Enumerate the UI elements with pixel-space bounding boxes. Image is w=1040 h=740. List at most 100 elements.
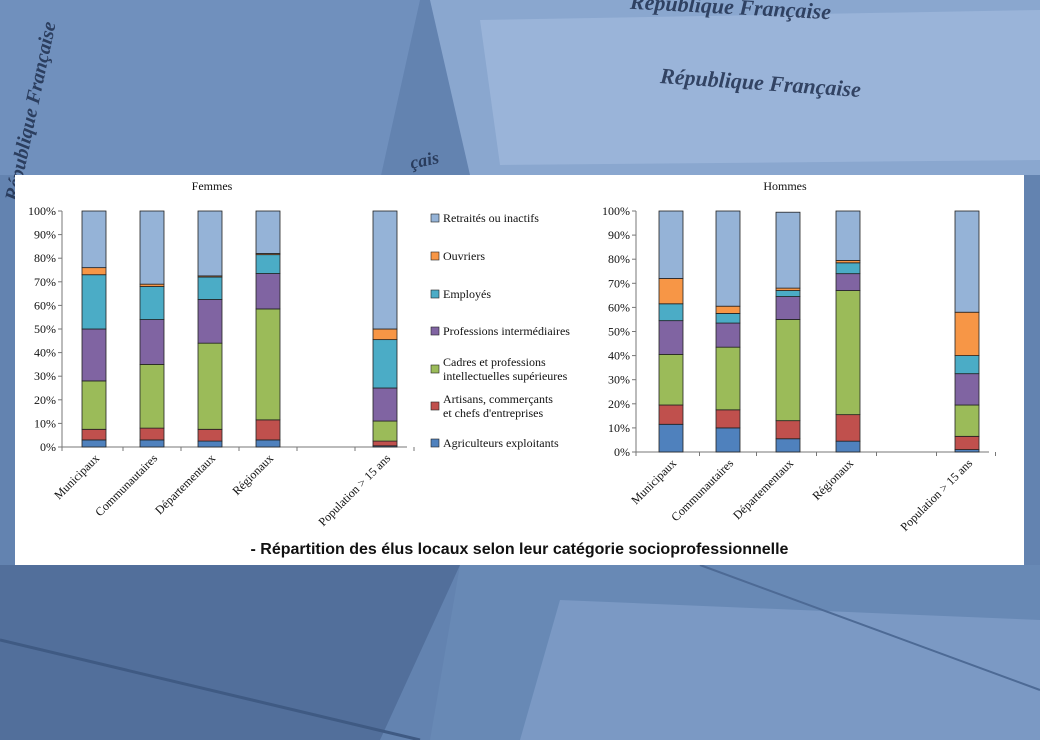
- bar-segment: [139, 210, 165, 285]
- legend-label: Ouvriers: [443, 249, 485, 263]
- bar-segment: [835, 273, 861, 291]
- bar-segment: [715, 210, 741, 307]
- bar-segment: [658, 278, 684, 305]
- legend-label: Retraités ou inactifs: [443, 211, 539, 225]
- y-tick-label: 60%: [34, 298, 56, 312]
- bar-segment: [372, 440, 398, 447]
- y-tick-label: 100%: [602, 204, 630, 218]
- x-tick-label: Départementaux: [152, 451, 218, 517]
- bar-segment: [775, 420, 801, 440]
- bar-segment: [835, 414, 861, 442]
- bar-segment: [954, 311, 980, 357]
- bar-segment: [775, 211, 801, 289]
- y-tick-label: 30%: [34, 369, 56, 383]
- legend-label: Cadres et professions intellectuelles sup…: [443, 355, 568, 383]
- bar-segment: [139, 427, 165, 441]
- chart-femmes: Femmes 0% 10% 20% 30% 40% 50% 60% 70% 80% 90% 100% M…: [28, 179, 570, 529]
- y-tick-label: 30%: [608, 373, 630, 387]
- legend-swatch: [430, 289, 440, 299]
- bar-segment: [954, 404, 980, 437]
- y-tick-label: 10%: [608, 421, 630, 435]
- y-tick-label: 70%: [34, 275, 56, 289]
- bar-segment: [197, 299, 223, 344]
- bar-segment: [81, 439, 107, 448]
- bar-segment: [835, 262, 861, 275]
- bar-segment: [139, 439, 165, 448]
- bar-segment: [81, 274, 107, 330]
- bar-segment: [715, 313, 741, 324]
- y-tick-label: 20%: [608, 397, 630, 411]
- x-tick-label: Municipaux: [628, 456, 679, 507]
- bar-segment: [255, 210, 281, 254]
- bar-segment: [775, 438, 801, 453]
- legend-swatch: [430, 326, 440, 336]
- bar-segment: [658, 210, 684, 279]
- bar-segment: [835, 440, 861, 453]
- figure-caption: - Répartition des élus locaux selon leur…: [250, 541, 789, 558]
- bar-segment: [658, 353, 684, 406]
- bar-segment: [81, 328, 107, 382]
- y-tick-label: 10%: [34, 416, 56, 430]
- y-tick-label: 20%: [34, 393, 56, 407]
- chart-title: Femmes: [192, 179, 233, 193]
- bar-segment: [372, 328, 398, 341]
- bar-segment: [255, 273, 281, 310]
- x-tick-label: Population > 15 ans: [898, 456, 976, 534]
- bar-segment: [81, 267, 107, 276]
- y-tick-label: 90%: [608, 228, 630, 242]
- x-tick-label: Communautaires: [92, 451, 160, 519]
- chart-hommes: Hommes 0% 10% 20% 30% 40% 50% 60% 70% 80% 90% 100% M…: [602, 179, 996, 534]
- y-tick-label: 0%: [40, 440, 56, 454]
- legend-swatch: [430, 401, 440, 411]
- bar-segment: [139, 319, 165, 365]
- bar-segment: [197, 440, 223, 448]
- bar-segment: [372, 420, 398, 442]
- bar-segment: [715, 409, 741, 429]
- bar-segment: [954, 210, 980, 313]
- x-tick-label: Régionaux: [809, 456, 856, 503]
- bar-segment: [775, 290, 801, 297]
- bar-segment: [372, 387, 398, 422]
- bar-segment: [658, 423, 684, 453]
- bar-segment: [835, 210, 861, 261]
- bar-segment: [197, 428, 223, 442]
- bar-segment: [715, 427, 741, 453]
- chart-title: Hommes: [763, 179, 807, 193]
- legend-label: Professions intermédiaires: [443, 324, 570, 338]
- bar-segment: [197, 210, 223, 277]
- legend-swatch: [430, 438, 440, 448]
- legend-swatch: [430, 251, 440, 261]
- x-tick-label: Municipaux: [51, 451, 102, 502]
- legend-swatch: [430, 213, 440, 223]
- bar-segment: [372, 339, 398, 389]
- legend-label: Agriculteurs exploitants: [443, 436, 559, 450]
- x-tick-label: Population > 15 ans: [316, 451, 394, 529]
- y-tick-label: 50%: [608, 325, 630, 339]
- legend-swatch: [430, 364, 440, 374]
- y-tick-label: 50%: [34, 322, 56, 336]
- stacked-bar-charts: Femmes 0% 10% 20% 30% 40% 50% 60% 70% 80% 90% 100% M…: [28, 179, 996, 534]
- y-tick-label: 0%: [614, 445, 630, 459]
- bar-segment: [954, 373, 980, 406]
- bar-segment: [197, 342, 223, 430]
- bar-segment: [139, 363, 165, 429]
- bar-segment: [775, 319, 801, 422]
- bar-segment: [255, 439, 281, 448]
- bar-segment: [715, 346, 741, 411]
- bar-segment: [81, 210, 107, 269]
- bar-segment: [372, 210, 398, 330]
- y-tick-label: 80%: [608, 252, 630, 266]
- bar-segment: [775, 296, 801, 320]
- y-tick-label: 80%: [34, 251, 56, 265]
- x-tick-label: Régionaux: [229, 451, 276, 498]
- bar-segment: [81, 428, 107, 441]
- x-tick-label: Départementaux: [730, 456, 796, 522]
- legend-label: Artisans, commerçants et chefs d'entrepri…: [443, 392, 553, 420]
- bar-segment: [658, 303, 684, 322]
- bar-segment: [139, 286, 165, 320]
- bar-segment: [197, 276, 223, 300]
- chart-panel: Femmes 0% 10% 20% 30% 40% 50% 60% 70% 80% 90% 100% M…: [15, 175, 1024, 565]
- y-tick-label: 40%: [34, 346, 56, 360]
- y-tick-label: 40%: [608, 349, 630, 363]
- bar-segment: [255, 254, 281, 274]
